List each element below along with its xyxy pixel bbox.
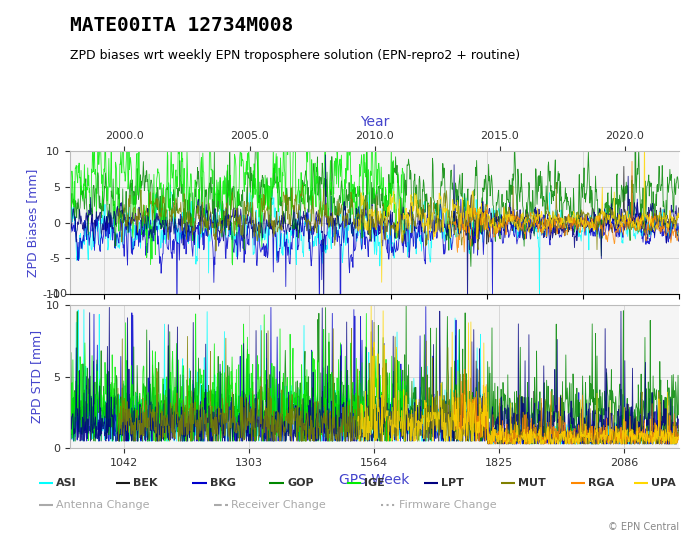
Text: Antenna Change: Antenna Change: [56, 500, 150, 510]
Text: © EPN Central: © EPN Central: [608, 522, 679, 532]
Text: BEK: BEK: [133, 478, 158, 488]
Text: ZPD biases wrt weekly EPN troposphere solution (EPN-repro2 + routine): ZPD biases wrt weekly EPN troposphere so…: [70, 49, 520, 62]
Text: -10: -10: [49, 289, 67, 299]
Text: Firmware Change: Firmware Change: [399, 500, 496, 510]
X-axis label: Year: Year: [360, 115, 389, 129]
Y-axis label: ZPD Biases [mm]: ZPD Biases [mm]: [27, 168, 39, 277]
Text: MUT: MUT: [518, 478, 546, 488]
Text: LPT: LPT: [441, 478, 464, 488]
Y-axis label: ZPD STD [mm]: ZPD STD [mm]: [31, 330, 43, 423]
Text: RGA: RGA: [588, 478, 615, 488]
Text: ASI: ASI: [56, 478, 76, 488]
Text: BKG: BKG: [210, 478, 236, 488]
Text: UPA: UPA: [651, 478, 676, 488]
X-axis label: GPS Week: GPS Week: [340, 474, 410, 488]
Text: Receiver Change: Receiver Change: [231, 500, 326, 510]
Text: MATE00ITA 12734M008: MATE00ITA 12734M008: [70, 16, 293, 35]
Text: IGE: IGE: [364, 478, 385, 488]
Text: GOP: GOP: [287, 478, 314, 488]
